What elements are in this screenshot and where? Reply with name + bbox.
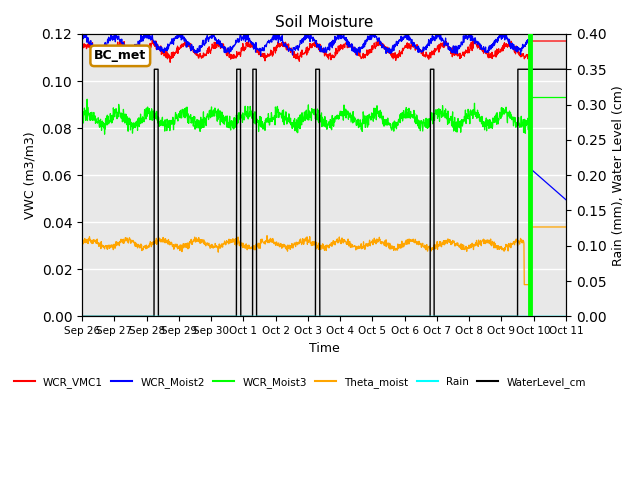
X-axis label: Time: Time <box>308 342 339 355</box>
Y-axis label: Rain (mm), Water Level (cm): Rain (mm), Water Level (cm) <box>612 85 625 265</box>
Text: BC_met: BC_met <box>94 49 147 62</box>
Legend: WCR_VMC1, WCR_Moist2, WCR_Moist3, Theta_moist, Rain, WaterLevel_cm: WCR_VMC1, WCR_Moist2, WCR_Moist3, Theta_… <box>10 372 590 392</box>
Title: Soil Moisture: Soil Moisture <box>275 15 373 30</box>
Y-axis label: VWC (m3/m3): VWC (m3/m3) <box>23 132 36 219</box>
